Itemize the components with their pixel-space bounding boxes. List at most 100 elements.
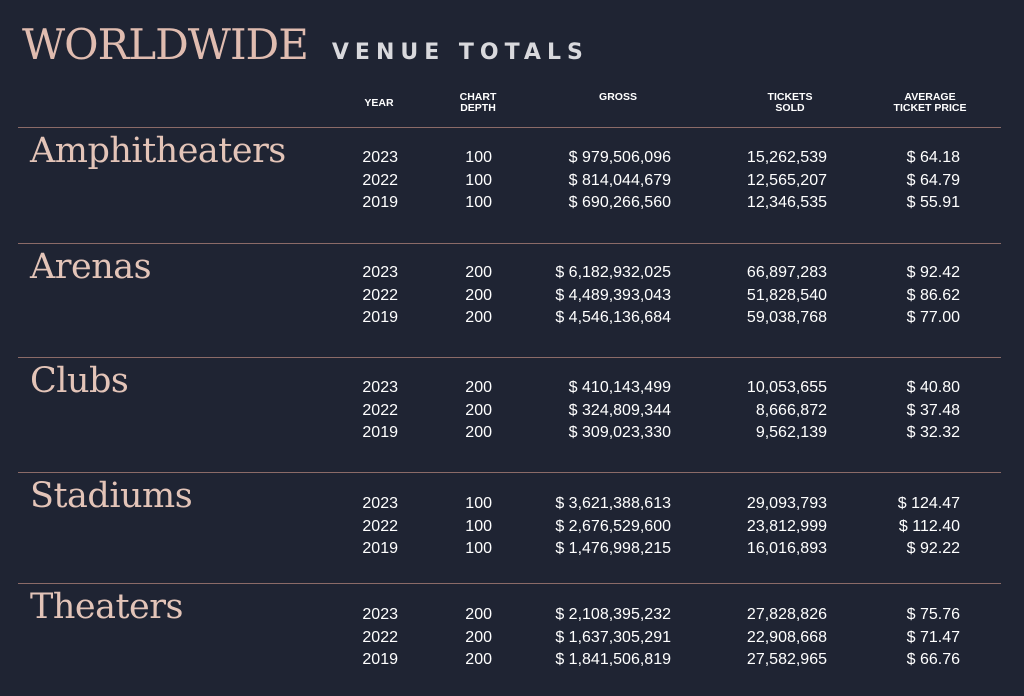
cell-chart-depth: 200 [465, 424, 492, 441]
cell-year: 2023 [362, 606, 398, 623]
cell-gross: $ 6,182,932,025 [555, 264, 671, 281]
table-row: 2019 100 $ 1,476,998,215 16,016,893 $ 92.22 [0, 538, 1024, 560]
cell-chart-depth: 200 [465, 286, 492, 304]
table-row: 2023 100 $ 979,506,096 15,262,539 $ 64.18 [0, 147, 1024, 169]
cell-tickets-sold: 29,093,793 [746, 495, 827, 512]
title-venue-totals: VENUE TOTALS [331, 40, 589, 65]
section-title: Theaters [30, 587, 183, 627]
cell-gross: $ 814,044,679 [568, 171, 671, 189]
page-title: WORLDWIDE VENUE TOTALS [22, 20, 589, 70]
cell-gross: $ 324,809,344 [568, 401, 671, 419]
section-divider [18, 127, 1001, 128]
cell-average-ticket-price: $ 40.80 [906, 379, 960, 396]
cell-gross: $ 309,023,330 [568, 424, 671, 441]
cell-average-ticket-price: $ 112.40 [898, 517, 960, 535]
cell-gross: $ 4,546,136,684 [555, 309, 671, 326]
section-title: Arenas [30, 247, 152, 287]
section-divider [18, 243, 1001, 244]
cell-year: 2023 [362, 149, 398, 166]
cell-chart-depth: 200 [465, 606, 492, 623]
cell-tickets-sold: 59,038,768 [746, 309, 827, 326]
section-divider [18, 583, 1001, 584]
cell-gross: $ 3,621,388,613 [555, 495, 671, 512]
cell-year: 2019 [362, 309, 398, 326]
cell-gross: $ 1,841,506,819 [555, 651, 671, 668]
cell-average-ticket-price: $ 92.42 [906, 264, 960, 281]
table-row: 2022 200 $ 1,637,305,291 22,908,668 $ 71.47 [0, 627, 1024, 649]
table-row: 2019 100 $ 690,266,560 12,346,535 $ 55.91 [0, 192, 1024, 214]
cell-tickets-sold: 23,812,999 [746, 517, 827, 535]
cell-chart-depth: 100 [465, 540, 492, 557]
column-header-year: YEAR [364, 97, 394, 109]
cell-year: 2019 [362, 194, 398, 211]
cell-tickets-sold: 12,565,207 [746, 171, 827, 189]
cell-average-ticket-price: $ 92.22 [906, 540, 960, 557]
table-row: 2019 200 $ 1,841,506,819 27,582,965 $ 66.76 [0, 649, 1024, 671]
cell-gross: $ 1,637,305,291 [555, 628, 671, 646]
cell-tickets-sold: 27,582,965 [746, 651, 827, 668]
cell-average-ticket-price: $ 75.76 [906, 606, 960, 623]
table-row: 2023 200 $ 410,143,499 10,053,655 $ 40.80 [0, 377, 1024, 399]
cell-year: 2022 [362, 171, 398, 189]
table-row: 2019 200 $ 309,023,330 9,562,139 $ 32.32 [0, 422, 1024, 444]
cell-chart-depth: 200 [465, 401, 492, 419]
cell-chart-depth: 200 [465, 628, 492, 646]
column-header-gross: GROSS [599, 91, 637, 103]
cell-average-ticket-price: $ 55.91 [906, 194, 960, 211]
cell-chart-depth: 200 [465, 264, 492, 281]
table-row: 2022 100 $ 2,676,529,600 23,812,999 $ 112.40 [0, 516, 1024, 538]
cell-chart-depth: 200 [465, 651, 492, 668]
section-title: Stadiums [30, 476, 193, 516]
cell-chart-depth: 100 [465, 517, 492, 535]
cell-average-ticket-price: $ 64.18 [906, 149, 960, 166]
cell-year: 2023 [362, 379, 398, 396]
table-row: 2022 200 $ 324,809,344 8,666,872 $ 37.48 [0, 400, 1024, 422]
cell-tickets-sold: 12,346,535 [746, 194, 827, 211]
cell-tickets-sold: 9,562,139 [755, 424, 827, 441]
cell-year: 2022 [362, 401, 398, 419]
cell-year: 2023 [362, 495, 398, 512]
cell-tickets-sold: 66,897,283 [746, 264, 827, 281]
cell-average-ticket-price: $ 77.00 [906, 309, 960, 326]
cell-gross: $ 410,143,499 [568, 379, 671, 396]
cell-average-ticket-price: $ 37.48 [906, 401, 960, 419]
cell-tickets-sold: 16,016,893 [746, 540, 827, 557]
cell-tickets-sold: 22,908,668 [746, 628, 827, 646]
cell-average-ticket-price: $ 86.62 [906, 286, 960, 304]
cell-average-ticket-price: $ 64.79 [906, 171, 960, 189]
cell-tickets-sold: 27,828,826 [746, 606, 827, 623]
cell-tickets-sold: 51,828,540 [746, 286, 827, 304]
cell-average-ticket-price: $ 71.47 [906, 628, 960, 646]
cell-gross: $ 1,476,998,215 [555, 540, 671, 557]
cell-chart-depth: 100 [465, 194, 492, 211]
cell-year: 2019 [362, 424, 398, 441]
section-title: Amphitheaters [30, 131, 286, 171]
cell-year: 2019 [362, 651, 398, 668]
column-header-average-ticket-price: AVERAGE TICKET PRICE [893, 91, 967, 114]
table-row: 2023 100 $ 3,621,388,613 29,093,793 $ 124.47 [0, 493, 1024, 515]
table-row: 2022 100 $ 814,044,679 12,565,207 $ 64.79 [0, 170, 1024, 192]
cell-chart-depth: 100 [465, 149, 492, 166]
cell-chart-depth: 100 [465, 171, 492, 189]
column-header-tickets-sold: TICKETS SOLD [767, 91, 813, 114]
table-row: 2019 200 $ 4,546,136,684 59,038,768 $ 77.00 [0, 307, 1024, 329]
cell-gross: $ 2,108,395,232 [555, 606, 671, 623]
cell-tickets-sold: 8,666,872 [755, 401, 827, 419]
section-divider [18, 472, 1001, 473]
cell-chart-depth: 200 [465, 309, 492, 326]
cell-tickets-sold: 10,053,655 [746, 379, 827, 396]
cell-year: 2022 [362, 628, 398, 646]
section-divider [18, 357, 1001, 358]
cell-tickets-sold: 15,262,539 [746, 149, 827, 166]
cell-average-ticket-price: $ 66.76 [906, 651, 960, 668]
cell-gross: $ 2,676,529,600 [555, 517, 671, 535]
title-worldwide: WORLDWIDE [22, 20, 309, 69]
cell-gross: $ 4,489,393,043 [555, 286, 671, 304]
table-row: 2023 200 $ 6,182,932,025 66,897,283 $ 92.42 [0, 262, 1024, 284]
cell-chart-depth: 200 [465, 379, 492, 396]
cell-average-ticket-price: $ 32.32 [906, 424, 960, 441]
cell-year: 2019 [362, 540, 398, 557]
cell-year: 2022 [362, 517, 398, 535]
table-row: 2022 200 $ 4,489,393,043 51,828,540 $ 86.62 [0, 285, 1024, 307]
section-title: Clubs [30, 361, 129, 401]
